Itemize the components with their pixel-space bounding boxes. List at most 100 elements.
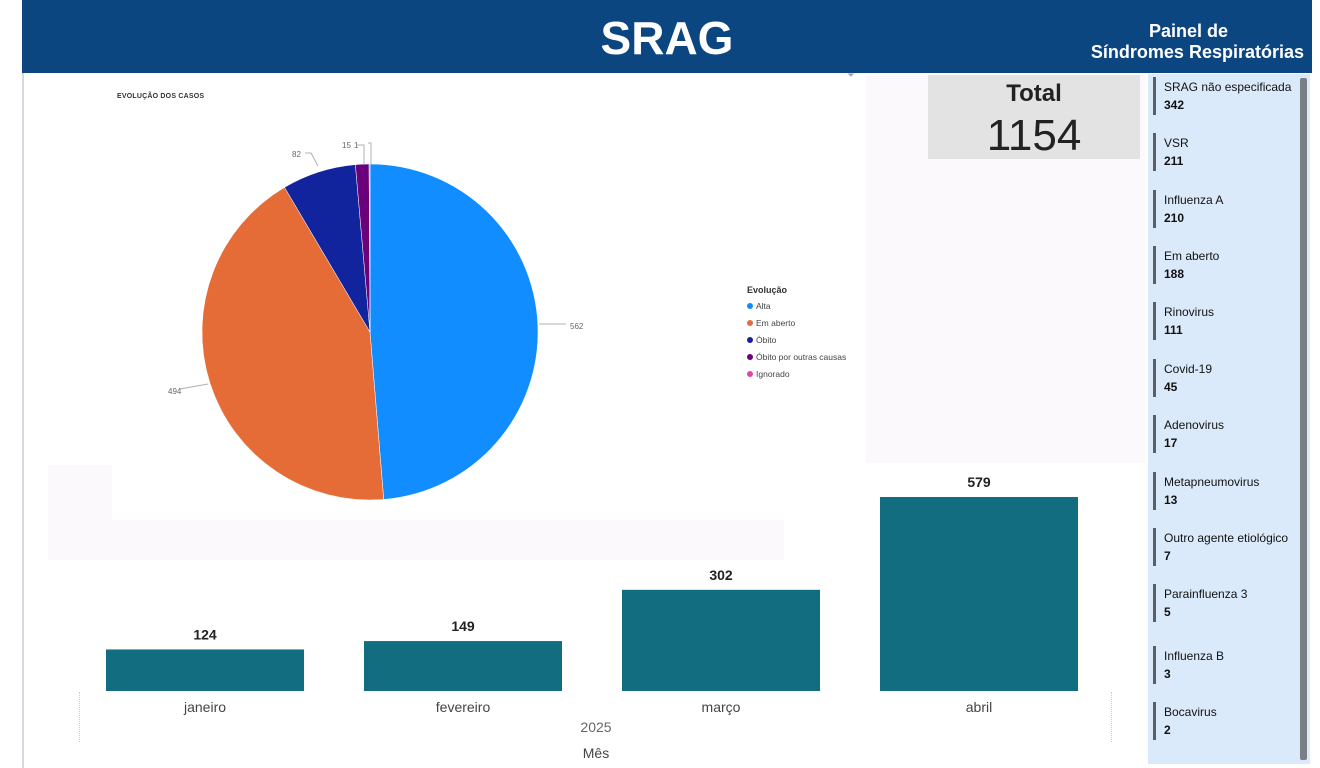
list-item-accent: [1153, 646, 1156, 684]
list-item-accent: [1153, 702, 1156, 740]
pie-data-label-4: 1: [354, 141, 359, 150]
list-item[interactable]: Outro agente etiológico 7: [1153, 528, 1301, 570]
list-item-name: Covid-19: [1164, 362, 1213, 376]
x-tick-label: abril: [966, 699, 992, 715]
page-subtitle: Painel de Síndromes Respiratórias: [1091, 21, 1304, 63]
list-item-value: 111: [1164, 323, 1183, 337]
bar-março[interactable]: [622, 589, 820, 691]
list-item-value: 188: [1164, 267, 1185, 281]
list-item[interactable]: Influenza B 3: [1153, 646, 1301, 688]
bar-fevereiro[interactable]: [364, 641, 562, 691]
legend-item-3[interactable]: Óbito por outras causas: [747, 349, 846, 366]
list-item-accent: [1153, 77, 1156, 115]
list-item-accent: [1153, 359, 1156, 397]
legend-label: Ignorado: [756, 369, 790, 379]
list-item[interactable]: Covid-19 45: [1153, 359, 1301, 401]
list-item-name: Metapneumovirus: [1164, 475, 1260, 489]
list-item[interactable]: Rinovirus 111: [1153, 302, 1301, 344]
x-axis-title: Mês: [583, 745, 609, 761]
total-value: 1154: [986, 111, 1082, 160]
legend-item-1[interactable]: Em aberto: [747, 315, 846, 332]
legend-item-2[interactable]: Óbito: [747, 332, 846, 349]
list-item-accent: [1153, 133, 1156, 171]
total-card: Total 1154: [928, 75, 1140, 160]
pie-leader-line-4: [368, 142, 372, 164]
pie-legend: Evolução Alta Em aberto Óbito Óbito por out…: [747, 285, 846, 383]
background-band-left: [48, 465, 112, 560]
list-item-name: Outro agente etiológico: [1164, 531, 1289, 545]
list-item[interactable]: SRAG não especificada 342: [1153, 77, 1301, 119]
list-item-accent: [1153, 302, 1156, 340]
header-bar: SRAG Painel de Síndromes Respiratórias: [22, 0, 1312, 73]
bar-value-label: 124: [193, 626, 217, 642]
pie-data-label-3: 15: [342, 141, 351, 150]
agents-list-panel[interactable]: [1148, 74, 1310, 764]
list-item-value: 210: [1164, 211, 1185, 225]
pie-leader-line-3: [357, 144, 365, 164]
pie-slice-1[interactable]: [201, 187, 384, 501]
list-item-value: 13: [1164, 493, 1178, 507]
list-item[interactable]: Em aberto 188: [1153, 246, 1301, 288]
list-item-name: Em aberto: [1164, 249, 1220, 263]
pie-slice-4[interactable]: [368, 163, 371, 333]
bar-value-label: 302: [709, 567, 733, 583]
total-label: Total: [1006, 80, 1062, 107]
legend-dot-icon: [747, 353, 753, 360]
legend-dot-icon: [747, 302, 753, 309]
list-item-value: 45: [1164, 380, 1178, 394]
list-item-name: Influenza A: [1164, 193, 1224, 207]
axis-divider-left: [79, 692, 80, 742]
list-item-name: Parainfluenza 3: [1164, 587, 1248, 601]
x-tick-label: janeiro: [183, 699, 226, 715]
list-item-accent: [1153, 415, 1156, 453]
bar-value-label: 149: [451, 618, 475, 634]
pie-leader-line-2: [305, 152, 319, 167]
legend-dot-icon: [747, 336, 753, 343]
legend-item-4[interactable]: Ignorado: [747, 366, 846, 383]
list-item-value: 7: [1164, 549, 1171, 563]
list-item-accent: [1153, 472, 1156, 510]
list-item[interactable]: Bocavirus 2: [1153, 702, 1301, 744]
list-item-value: 342: [1164, 98, 1185, 112]
list-item-value: 17: [1164, 436, 1178, 450]
legend-label: Em aberto: [756, 318, 796, 328]
list-item-name: Rinovirus: [1164, 305, 1215, 319]
legend-dot-icon: [747, 370, 753, 377]
x-axis-year-label: 2025: [580, 719, 611, 735]
page-title: SRAG: [600, 12, 734, 64]
legend-label: Óbito por outras causas: [756, 352, 847, 362]
agents-list-scrollbar[interactable]: [1300, 78, 1307, 760]
legend-item-0[interactable]: Alta: [747, 298, 846, 315]
list-item-value: 211: [1164, 154, 1184, 168]
subtitle-line-1: Painel de: [1148, 21, 1228, 41]
list-item-accent: [1153, 528, 1156, 566]
filter-icon[interactable]: ⏷: [847, 70, 855, 80]
list-item-value: 2: [1164, 723, 1171, 737]
pie-chart-title: EVOLUÇÃO DOS CASOS: [117, 93, 205, 100]
pie-data-label-2: 82: [292, 150, 301, 159]
left-border: [22, 73, 24, 768]
list-item[interactable]: Adenovirus 17: [1153, 415, 1301, 457]
legend-label: Alta: [756, 301, 771, 311]
pie-data-label-0: 562: [570, 322, 584, 331]
list-item[interactable]: VSR 211: [1153, 133, 1301, 175]
list-item[interactable]: Parainfluenza 3 5: [1153, 584, 1301, 626]
list-item-accent: [1153, 584, 1156, 622]
pie-data-label-1: 494: [168, 387, 182, 396]
bar-janeiro[interactable]: [106, 649, 304, 691]
list-item[interactable]: Influenza A 210: [1153, 190, 1301, 232]
axis-divider-right: [1111, 692, 1112, 742]
list-item-name: Adenovirus: [1164, 418, 1225, 432]
subtitle-line-2: Síndromes Respiratórias: [1090, 42, 1304, 62]
pie-legend-items: Alta Em aberto Óbito Óbito por outras causa…: [747, 298, 846, 383]
bar-abril[interactable]: [880, 497, 1078, 691]
pie-legend-title: Evolução: [747, 285, 788, 295]
x-tick-label: fevereiro: [436, 699, 491, 715]
list-item[interactable]: Metapneumovirus 13: [1153, 472, 1301, 514]
list-item-accent: [1153, 246, 1156, 284]
pie-slice-0[interactable]: [369, 163, 539, 500]
list-item-value: 3: [1164, 667, 1171, 681]
